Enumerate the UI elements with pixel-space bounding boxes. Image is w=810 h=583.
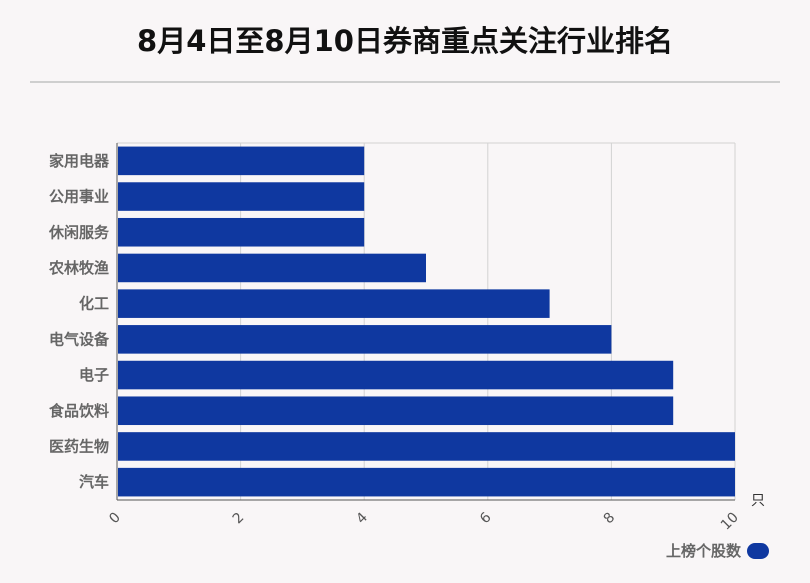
category-label: 休闲服务	[48, 223, 110, 241]
bar[interactable]	[118, 289, 550, 318]
title-divider	[30, 81, 780, 83]
x-tick-label: 4	[353, 509, 371, 527]
legend-swatch	[747, 542, 769, 559]
category-label: 医药生物	[49, 437, 109, 455]
legend-label: 上榜个股数	[665, 542, 741, 560]
x-tick-label: 8	[601, 510, 619, 528]
category-label: 汽车	[79, 473, 109, 491]
bar[interactable]	[118, 253, 426, 283]
category-label: 电气设备	[49, 330, 110, 348]
chart-title: 8月4日至8月10日券商重点关注行业排名	[137, 24, 673, 58]
bar[interactable]	[118, 217, 365, 247]
bar[interactable]	[118, 467, 735, 497]
category-label: 电子	[79, 366, 109, 384]
tick-label-layer: 0 2 4 6 8 10	[106, 509, 742, 533]
legend[interactable]: 上榜个股数	[666, 540, 769, 561]
bar[interactable]	[118, 325, 612, 354]
category-label: 农林牧渔	[48, 259, 109, 277]
bar[interactable]	[118, 432, 735, 461]
category-label: 化工	[79, 295, 109, 313]
x-tick-label: 2	[230, 510, 248, 528]
category-label: 食品饮料	[49, 402, 109, 420]
bar[interactable]	[118, 146, 365, 176]
x-axis-unit: 只	[751, 493, 765, 509]
category-label: 家用电器	[49, 152, 110, 170]
category-label: 公用事业	[49, 188, 109, 206]
x-tick-label: 0	[106, 510, 124, 528]
x-tick-label: 10	[718, 510, 742, 534]
bar-layer	[118, 146, 735, 497]
bar[interactable]	[118, 182, 365, 211]
bar[interactable]	[118, 360, 674, 390]
bar[interactable]	[118, 396, 674, 426]
x-tick-label: 6	[477, 509, 495, 527]
